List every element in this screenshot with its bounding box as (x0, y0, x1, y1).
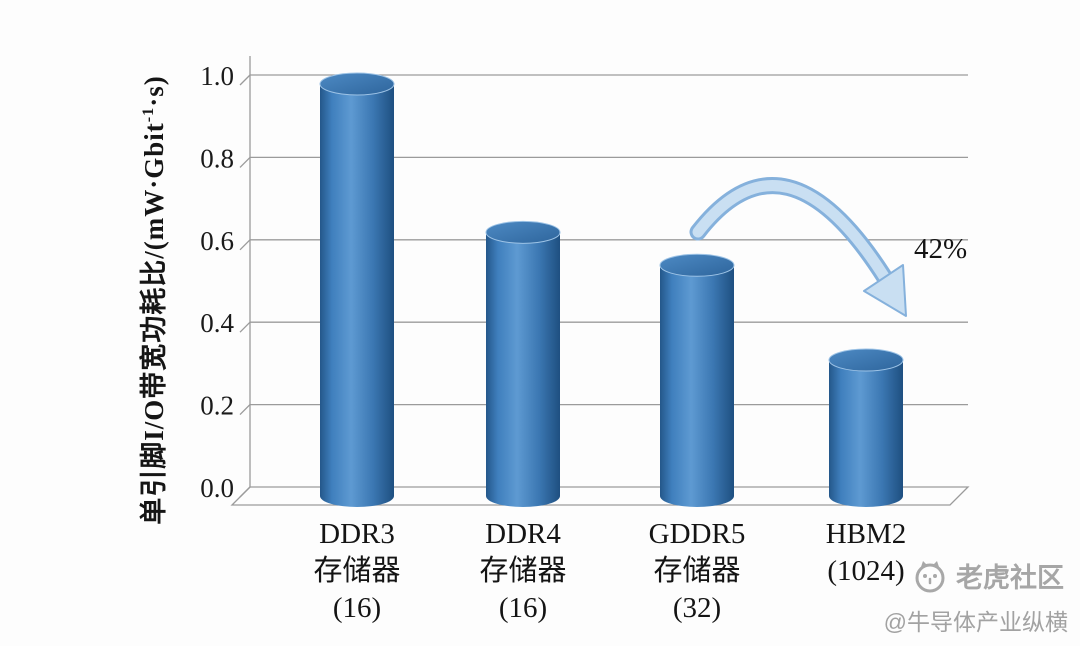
y-axis-title-superscript: -1 (139, 106, 157, 123)
category-label-hbm2: HBM2 (1024) (771, 516, 961, 590)
category-label-gddr5: GDDR5 存储器 (32) (602, 516, 792, 627)
bar-body (320, 84, 394, 507)
category-label-line: 存储器 (653, 555, 741, 587)
y-tick-label: 0.2 (200, 391, 234, 421)
bar-top (828, 348, 904, 372)
y-tick-mark (239, 404, 251, 416)
bar-top (485, 220, 561, 244)
y-tick-label: 1.0 (200, 61, 234, 91)
watermark-handle: @牛导体产业纵横 (883, 609, 1068, 635)
reduction-arrow-body (692, 180, 891, 284)
gridlines: 0.0 0.2 0.4 0.6 0.8 1.0 (200, 61, 968, 503)
bars (319, 72, 904, 507)
category-label-line: HBM2 (825, 518, 907, 550)
reduction-arrow-head (863, 264, 907, 317)
y-tick-label: 0.8 (200, 143, 234, 173)
y-tick-mark (239, 74, 251, 86)
y-tick-label: 0.0 (200, 473, 234, 503)
y-tick-mark (239, 239, 251, 251)
category-label-ddr3: DDR3 存储器 (16) (262, 516, 452, 627)
percent-annotation: 42% (914, 233, 968, 265)
watermark-brand: 老虎社区 (912, 556, 1064, 595)
y-axis-title-suffix: ·s) (139, 75, 169, 107)
bar-body (829, 360, 903, 507)
y-tick-mark (239, 156, 251, 168)
category-label-line: (1024) (827, 555, 905, 587)
y-tick-label: 0.4 (200, 308, 234, 338)
category-label-line: DDR3 (319, 518, 395, 550)
category-label-line: 存储器 (479, 555, 567, 587)
bar-ddr4 (485, 220, 561, 507)
category-label-line: 存储器 (313, 555, 401, 587)
y-axis-title: 单引脚I/O带宽功耗比/(mW·Gbit-1·s) (132, 18, 169, 582)
category-label-line: DDR4 (485, 518, 561, 550)
bar-ddr3 (319, 72, 395, 507)
category-label-line: (16) (498, 592, 548, 624)
category-label-line: (32) (672, 592, 722, 624)
bar-top (659, 253, 735, 277)
y-tick-mark (239, 321, 251, 333)
bar-gddr5 (659, 253, 735, 507)
reduction-arrow (689, 177, 907, 317)
bar-top (319, 72, 395, 96)
bar-body (486, 232, 560, 507)
bar-body (660, 265, 734, 507)
y-axis-title-text: 单引脚I/O带宽功耗比/(mW·Gbit (139, 122, 169, 525)
watermark-brand-text: 老虎社区 (956, 563, 1064, 593)
bar-hbm2 (828, 348, 904, 507)
category-label-ddr4: DDR4 存储器 (16) (428, 516, 618, 627)
y-tick-label: 0.6 (200, 226, 234, 256)
tiger-logo-icon (915, 560, 945, 592)
category-label-line: GDDR5 (648, 518, 746, 550)
category-label-line: (16) (332, 592, 382, 624)
